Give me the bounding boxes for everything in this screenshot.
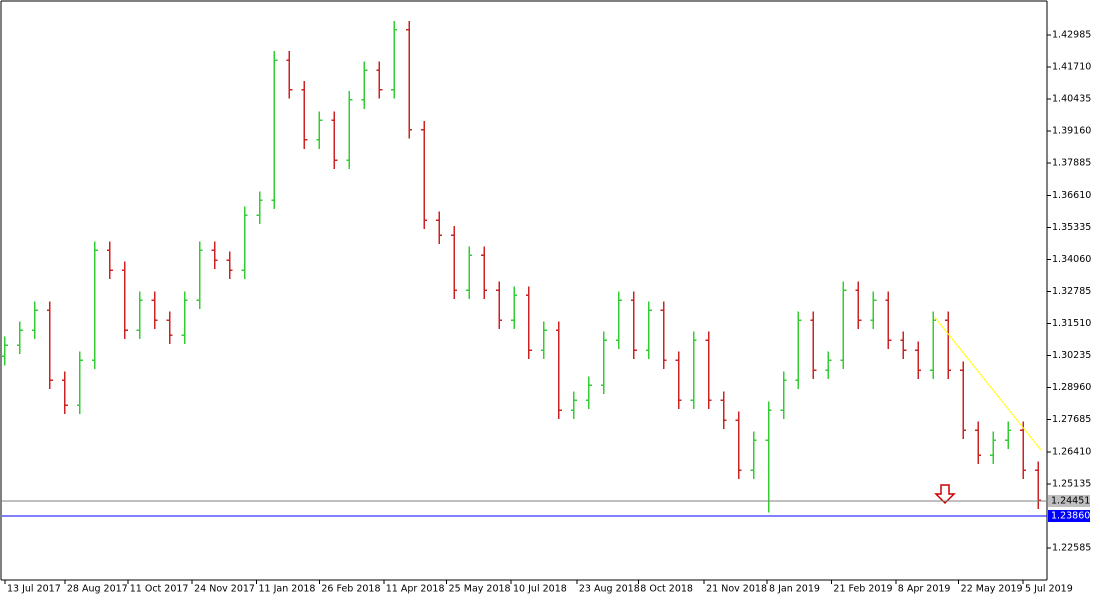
x-tick-label: 28 Aug 2017 [67, 584, 128, 595]
price-label: 1.24451 [1051, 496, 1090, 507]
x-tick-label: 22 May 2019 [961, 584, 1023, 595]
y-tick-label: 1.26410 [1052, 446, 1091, 457]
y-tick-label: 1.34060 [1052, 254, 1091, 265]
x-tick-label: 8 Apr 2019 [898, 584, 951, 595]
y-tick-label: 1.42985 [1052, 29, 1091, 40]
x-tick-label: 26 Feb 2018 [321, 584, 380, 595]
x-tick-label: 8 Jan 2019 [769, 584, 820, 595]
x-tick-label: 21 Nov 2018 [706, 584, 767, 595]
x-tick-label: 23 Aug 2018 [579, 584, 640, 595]
y-tick-label: 1.27685 [1052, 414, 1091, 425]
y-tick-label: 1.28960 [1052, 382, 1091, 393]
x-tick-label: 11 Oct 2017 [130, 584, 189, 595]
price-label-box [1048, 495, 1090, 508]
price-label: 1.23860 [1051, 510, 1090, 521]
y-tick-label: 1.37885 [1052, 158, 1091, 169]
y-tick-label: 1.30235 [1052, 350, 1091, 361]
y-tick-label: 1.31510 [1052, 318, 1091, 329]
y-tick-label: 1.39160 [1052, 126, 1091, 137]
y-tick-label: 1.32785 [1052, 286, 1091, 297]
x-tick-label: 21 Feb 2019 [833, 584, 892, 595]
sell-arrow [934, 484, 956, 505]
y-tick-label: 1.22585 [1052, 542, 1091, 553]
x-tick-label: 5 Jul 2019 [1025, 584, 1073, 595]
x-tick-label: 25 May 2018 [449, 584, 511, 595]
price-label-box [1048, 509, 1090, 522]
x-tick-label: 11 Apr 2018 [386, 584, 445, 595]
y-tick-label: 1.36610 [1052, 190, 1091, 201]
trend-line [934, 316, 1042, 451]
x-tick-label: 13 Jul 2017 [7, 584, 61, 595]
plot [1, 21, 1042, 513]
y-tick-label: 1.25135 [1052, 478, 1091, 489]
x-tick-label: 11 Jan 2018 [259, 584, 316, 595]
y-tick-label: 1.35335 [1052, 222, 1091, 233]
y-tick-label: 1.41710 [1052, 62, 1091, 73]
x-tick-label: 24 Nov 2017 [194, 584, 255, 595]
x-tick-label: 10 Jul 2018 [513, 584, 567, 595]
y-tick-label: 1.40435 [1052, 94, 1091, 105]
x-tick-label: 8 Oct 2018 [640, 584, 693, 595]
